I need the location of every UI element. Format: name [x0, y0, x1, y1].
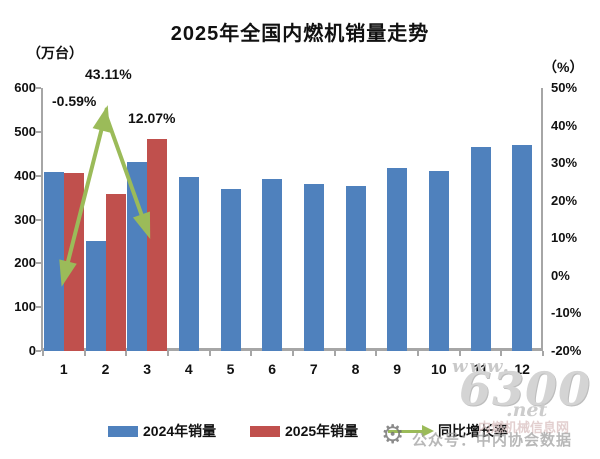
- y-axis-tick-600: 600: [14, 80, 36, 95]
- y-axis-tick-400: 400: [14, 167, 36, 183]
- legend-label-2024: 2024年销量: [143, 423, 217, 439]
- x-axis-label-9: 9: [393, 361, 402, 377]
- x-axis-tickmark-2: [125, 351, 128, 356]
- x-axis-tickmark-7: [333, 351, 336, 356]
- x-axis-label-10: 10: [431, 361, 447, 377]
- y-axis-tick-200: 200: [14, 255, 36, 271]
- legend-item-2025: 2025年销量: [250, 421, 358, 441]
- right-axis-tick-0%: 0%: [551, 267, 570, 283]
- y-axis-tick-100: 100: [14, 299, 36, 315]
- x-axis-label-1: 1: [59, 361, 68, 377]
- bar-2024-month-8: [345, 185, 366, 351]
- bar-2024-month-9: [387, 168, 408, 351]
- right-axis-tick--20%: -20%: [551, 343, 582, 358]
- y-axis-tickmark-300: [36, 218, 41, 221]
- x-axis-tickmark-5: [250, 351, 253, 356]
- legend-swatch-2025: [250, 425, 280, 437]
- x-axis-label-11: 11: [473, 361, 488, 377]
- bar-2025-month-2: [105, 194, 126, 351]
- x-axis-tickmark-1: [83, 351, 86, 356]
- growth-label-month-1: -0.59%: [52, 93, 97, 109]
- x-axis-tickmark-9: [417, 351, 419, 356]
- legend-arrow-icon: [422, 425, 434, 437]
- bar-2024-month-7: [303, 184, 324, 351]
- bar-2024-month-11: [470, 147, 491, 351]
- bar-2025-month-3: [147, 138, 168, 351]
- x-axis-tickmark-12: [542, 351, 544, 356]
- right-axis-unit: （%）: [543, 59, 584, 75]
- x-axis-label-12: 12: [514, 361, 530, 377]
- legend-item-2024: 2024年销量: [108, 421, 216, 441]
- right-axis-tick-50%: 50%: [551, 80, 578, 95]
- growth-label-month-2: 43.11%: [85, 66, 132, 82]
- legend-swatch-2024: [108, 425, 138, 437]
- gear-icon: ⚙: [381, 420, 405, 450]
- bar-2024-month-2: [85, 241, 106, 351]
- right-axis-tick-20%: 20%: [551, 192, 578, 208]
- watermark-6300: 6300: [459, 362, 592, 416]
- y-axis-tickmark-400: [36, 174, 41, 177]
- y-axis-tick-0: 0: [28, 343, 36, 358]
- x-axis-label-8: 8: [351, 361, 360, 377]
- bar-2024-month-4: [178, 176, 199, 351]
- legend-label-growth-rate: 同比增长率: [438, 423, 508, 439]
- right-axis-tick-40%: 40%: [551, 117, 578, 133]
- y-axis-tickmark-0: [36, 350, 41, 352]
- bar-2024-month-1: [43, 171, 64, 351]
- bar-2024-month-12: [512, 144, 533, 351]
- x-axis-label-2: 2: [101, 361, 110, 377]
- right-axis-tick--10%: -10%: [551, 305, 582, 321]
- y-axis-tickmark-600: [36, 87, 41, 89]
- y-axis-tickmark-100: [36, 306, 41, 309]
- bar-2024-month-6: [262, 179, 283, 351]
- x-axis-tickmark-11: [500, 351, 503, 356]
- chart-title: 2025年全国内燃机销量走势: [170, 23, 430, 45]
- watermark-site-name: 内燃机械信息网: [478, 420, 570, 435]
- x-axis-tickmark-6: [292, 351, 294, 356]
- x-axis-tickmark-4: [208, 351, 211, 356]
- bar-2024-month-5: [220, 188, 241, 351]
- legend-line-sample: [388, 425, 434, 437]
- x-axis-tickmark-0: [42, 351, 44, 356]
- legend-label-2025: 2025年销量: [285, 423, 359, 439]
- right-axis-tick-30%: 30%: [551, 155, 578, 171]
- right-axis-tick-10%: 10%: [551, 230, 578, 246]
- bar-2024-month-3: [127, 161, 148, 351]
- plot-area: [41, 88, 543, 351]
- legend-item-growth-rate: 同比增长率: [388, 421, 508, 441]
- watermark-www: www.: [452, 356, 511, 377]
- bar-2024-month-10: [428, 171, 449, 351]
- watermark-net: .net: [506, 399, 548, 421]
- legend-line-stroke: [388, 430, 426, 433]
- x-axis-label-7: 7: [309, 361, 318, 377]
- x-axis-tickmark-3: [167, 351, 169, 356]
- x-axis-label-5: 5: [226, 361, 235, 377]
- x-axis-label-4: 4: [184, 361, 193, 377]
- x-axis-label-3: 3: [143, 361, 152, 377]
- y-axis-tick-500: 500: [14, 123, 36, 139]
- y-axis-tickmark-500: [36, 130, 41, 133]
- y-axis-tick-300: 300: [14, 211, 36, 227]
- bar-2025-month-1: [63, 173, 84, 351]
- x-axis-tickmark-10: [458, 351, 461, 356]
- growth-label-month-3: 12.07%: [128, 110, 176, 126]
- x-axis-label-6: 6: [268, 361, 277, 377]
- x-axis-tickmark-8: [375, 351, 378, 356]
- y-axis-tickmark-200: [36, 262, 41, 265]
- left-axis-unit: （万台）: [27, 45, 83, 61]
- watermark-account: 公众号：中内协会数据: [412, 432, 573, 449]
